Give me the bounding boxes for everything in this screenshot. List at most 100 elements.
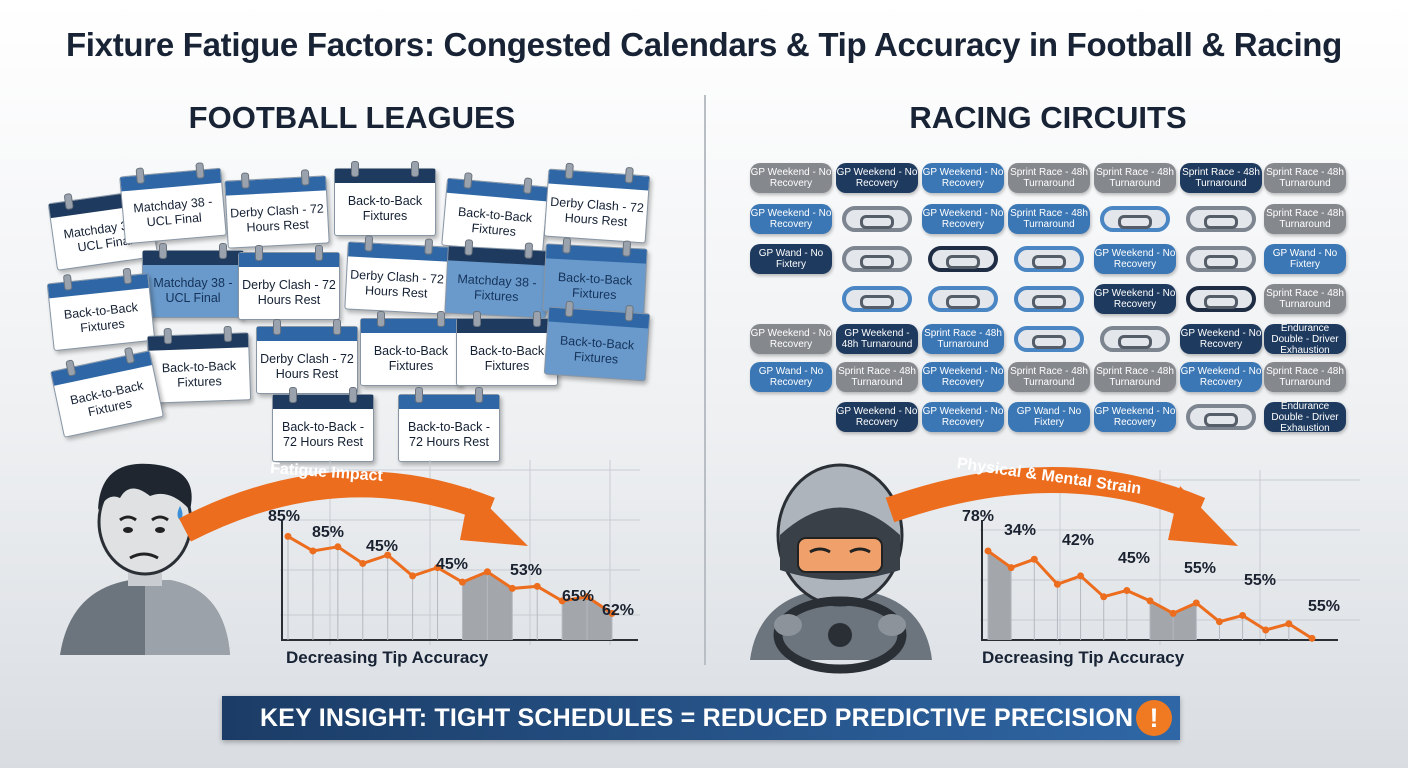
value-label: 55% [1244,572,1277,589]
data-point [1169,609,1177,617]
calendar-ring-icon [464,239,474,256]
data-point [409,572,417,580]
chain-link-icon [1014,246,1084,272]
calendar-header [143,251,243,265]
worried-fan-icon [60,463,230,655]
calendar-ring-icon [273,319,281,335]
value-label: 55% [1184,560,1217,577]
calendar-ring-icon [624,304,634,322]
calendar-label: Matchday 38 - Fixtures [457,271,537,305]
calendar-ring-icon [562,237,572,254]
fixture-calendar: Derby Clash - 72 Hours Rest [256,319,358,394]
racing-accuracy-chart [981,520,1338,642]
calendar-ring-icon [122,267,133,285]
calendar-label: Derby Clash - 72 Hours Rest [229,201,325,235]
value-label: 62% [602,602,635,619]
race-schedule-pill: Sprint Race - 48h Turnaround [1264,362,1346,392]
calendar-label: Matchday 38 - UCL Final [153,276,233,305]
race-schedule-pill: GP Wand - No Recovery [750,362,832,392]
race-schedule-pill: GP Weekend - 48h Turnaround [836,324,918,354]
racing-chart-area [750,463,1360,674]
alert-icon: ! [1136,700,1172,736]
chain-link-icon [842,246,912,272]
calendar-ring-icon [62,273,73,291]
calendar-ring-icon [63,193,74,210]
chain-link-icon [1100,326,1170,352]
calendar-ring-icon [289,387,297,403]
value-label: 85% [268,508,301,525]
calendar-ring-icon [463,172,473,189]
calendar-ring-icon [523,177,533,195]
data-point [1077,572,1085,580]
data-point [583,593,591,601]
calendar-ring-icon [424,238,434,255]
racing-x-axis-label: Decreasing Tip Accuracy [982,648,1185,667]
data-point [334,543,342,551]
calendar-ring-icon [240,172,250,189]
race-schedule-pill: GP Weekend - No Recovery [1180,324,1262,354]
race-schedule-pill: GP Weekend - No Recovery [922,163,1004,193]
race-schedule-pill: Sprint Race - 48h Turnaround [1180,163,1262,193]
calendar-ring-icon [349,387,357,403]
football-accuracy-chart [281,520,638,641]
data-point [533,582,541,590]
chain-link-icon [928,286,998,312]
race-schedule-pill: Endurance Double - Driver Exhaustion [1264,323,1346,356]
calendar-header [457,319,557,333]
race-schedule-pill: Sprint Race - 48h Turnaround [836,362,918,392]
data-point [284,532,292,540]
race-schedule-pill: GP Weekend - No Recovery [750,324,832,354]
calendar-ring-icon [564,300,574,318]
calendar-label: Derby Clash - 72 Hours Rest [549,194,645,230]
fixture-calendar: Back-to-Back - 72 Hours Rest [272,387,374,462]
fixture-calendar: Back-to-Back Fixtures [456,311,558,386]
calendar-ring-icon [219,243,227,259]
value-label: 78% [962,508,995,525]
race-schedule-pill: GP Weekend - No Recovery [1094,402,1176,432]
calendar-ring-icon [473,311,481,327]
data-point [1285,620,1293,628]
calendar-header [361,319,461,333]
calendar-ring-icon [159,243,167,259]
fixture-calendar: Matchday 38 - UCL Final [119,162,227,245]
race-schedule-pill: Sprint Race - 48h Turnaround [1008,204,1090,234]
value-label: 55% [1308,598,1341,615]
race-schedule-pill: Sprint Race - 48h Turnaround [1264,284,1346,314]
fixture-calendar: Matchday 38 - Fixtures [444,239,550,319]
calendar-label: Back-to-Back - 72 Hours Rest [408,420,490,449]
calendar-header [273,395,373,409]
calendar-header [257,327,357,341]
race-schedule-pill: GP Weekend - No Recovery [750,163,832,193]
key-insight-banner: KEY INSIGHT: TIGHT SCHEDULES = REDUCED P… [222,696,1180,740]
data-point [483,568,491,576]
race-schedule-pill: Sprint Race - 48h Turnaround [1008,362,1090,392]
value-label: 34% [1004,522,1037,539]
race-schedule-pill: GP Weekend - No Recovery [922,402,1004,432]
value-label: 85% [312,524,345,541]
section-divider [704,95,706,665]
calendar-ring-icon [315,245,323,261]
fixture-calendar: Derby Clash - 72 Hours Rest [224,169,330,249]
football-heading: FOOTBALL LEAGUES [188,100,516,135]
race-schedule-pill: Sprint Race - 48h Turnaround [1008,163,1090,193]
calendar-ring-icon [624,166,634,184]
data-point [359,559,367,567]
page-title: Fixture Fatigue Factors: Congested Calen… [65,26,1343,63]
data-point [434,564,442,572]
calendar-ring-icon [564,162,574,180]
calendar-ring-icon [415,387,423,403]
chain-link-icon [842,206,912,232]
calendar-ring-icon [333,319,341,335]
data-point [984,547,992,555]
fixture-calendar: Back-to-Back Fixtures [50,346,164,438]
calendar-header [335,169,435,183]
fixture-calendar: Back-to-Back Fixtures [334,161,436,236]
calendar-ring-icon [255,245,263,261]
race-schedule-pill: GP Weekend - No Recovery [1180,362,1262,392]
data-point [1215,618,1223,626]
data-point [1192,599,1200,607]
calendar-label: Derby Clash - 72 Hours Rest [242,278,336,307]
racing-heading: RACING CIRCUITS [909,100,1187,135]
race-schedule-pill: Endurance Double - Driver Exhaustion [1264,401,1346,434]
chain-link-icon [1186,246,1256,272]
